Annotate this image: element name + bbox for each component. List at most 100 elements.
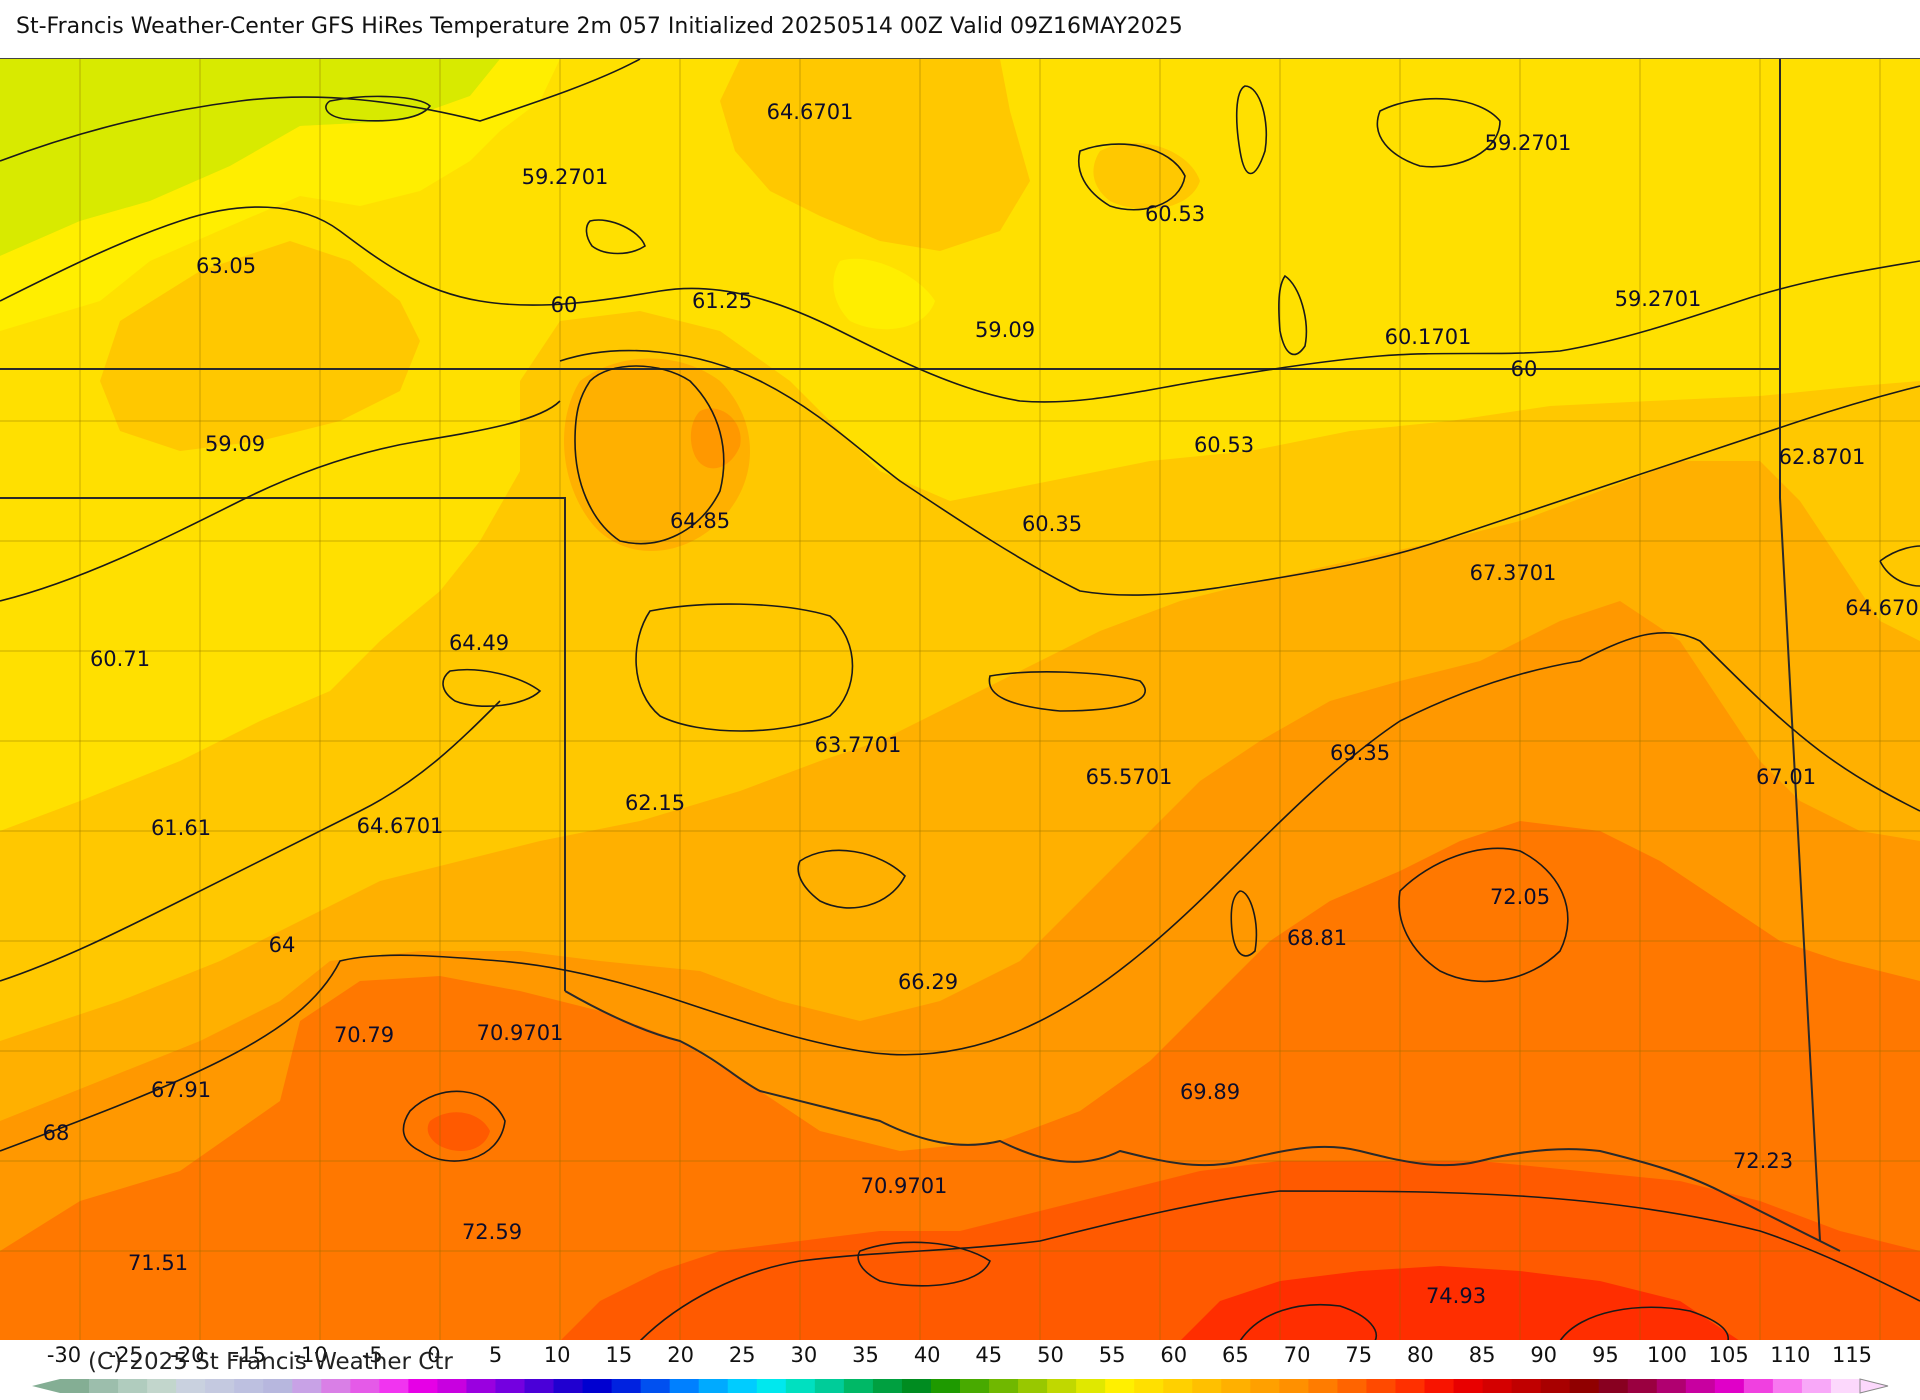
contour-label: 59.09 xyxy=(205,432,265,456)
legend-tick-label: 100 xyxy=(1646,1343,1688,1367)
legend-tick-label: 60 xyxy=(1160,1343,1188,1367)
contour-label: 60 xyxy=(551,293,578,317)
legend-tick-label: 20 xyxy=(667,1343,694,1367)
legend-swatch xyxy=(698,1379,729,1393)
legend-swatch xyxy=(843,1379,874,1393)
legend-tick-label: -15 xyxy=(231,1343,267,1367)
fill-band-gold-west xyxy=(100,241,420,451)
legend-swatch xyxy=(1627,1379,1658,1393)
legend-swatch xyxy=(1424,1379,1455,1393)
legend-swatch xyxy=(1337,1379,1367,1393)
legend-swatch xyxy=(1830,1379,1861,1393)
contour-label: 67.3701 xyxy=(1470,561,1557,585)
legend-swatch xyxy=(1714,1379,1745,1393)
legend-swatch xyxy=(1511,1379,1542,1393)
legend-swatch xyxy=(930,1379,961,1393)
contour-label: 62.8701 xyxy=(1779,445,1866,469)
legend-tick-label: 35 xyxy=(852,1343,879,1367)
temperature-map[interactable]: 64.6701 59.2701 59.2701 60.53 63.05 60 61.25 59… xyxy=(0,58,1920,1341)
legend-swatch xyxy=(176,1379,206,1393)
contour-label: 59.2701 xyxy=(522,165,609,189)
legend-arrow-left xyxy=(32,1379,60,1393)
legend-tick-label: -25 xyxy=(108,1343,143,1367)
legend-swatch xyxy=(611,1379,642,1393)
legend-swatch xyxy=(1743,1379,1774,1393)
contour-label: 71.51 xyxy=(128,1251,188,1275)
legend-tick-label: 0 xyxy=(427,1343,441,1367)
legend-tick-label: 85 xyxy=(1468,1343,1496,1367)
legend-swatch xyxy=(379,1379,409,1393)
contour-label: 64.6701 xyxy=(767,100,854,124)
legend-swatch xyxy=(89,1379,119,1393)
legend-swatch xyxy=(1308,1379,1338,1393)
legend-swatch xyxy=(1395,1379,1426,1393)
contour-label: 72.05 xyxy=(1490,885,1550,909)
legend-swatch xyxy=(872,1379,903,1393)
legend-swatch xyxy=(640,1379,671,1393)
contour-label: 66.29 xyxy=(898,970,958,994)
color-scale-legend: -30 -25 -20 -15 -10 -5 0 5 10 15 20 25 30 35 40 45 50 55 6… xyxy=(0,1340,1920,1400)
contour-label: 60.35 xyxy=(1022,512,1082,536)
contour-label: 59.09 xyxy=(975,318,1035,342)
legend-swatch xyxy=(1221,1379,1251,1393)
state-borders xyxy=(0,59,1841,1252)
contour-label: 69.89 xyxy=(1180,1080,1240,1104)
legend-tick-label: -5 xyxy=(361,1343,383,1367)
legend-swatch xyxy=(263,1379,293,1393)
isotherm-contours xyxy=(0,59,1920,1341)
legend-tick-label: 40 xyxy=(913,1343,941,1367)
contour-label: 68 xyxy=(43,1121,70,1145)
legend-swatch xyxy=(495,1379,526,1393)
legend-tick-label: 70 xyxy=(1283,1343,1311,1367)
legend-tick-label: 5 xyxy=(488,1343,503,1367)
legend-swatch xyxy=(1279,1379,1309,1393)
legend-swatch xyxy=(1482,1379,1513,1393)
contour-label: 63.7701 xyxy=(815,733,902,757)
legend-tick-label: 75 xyxy=(1345,1343,1373,1367)
contour-label: 60.53 xyxy=(1145,202,1205,226)
legend-swatch xyxy=(1163,1379,1193,1393)
fill-band-light-orange-north xyxy=(563,358,750,551)
legend-swatch xyxy=(437,1379,467,1393)
legend-tick-label: -20 xyxy=(170,1343,205,1367)
legend-swatch xyxy=(1250,1379,1280,1393)
legend-tick-label: 65 xyxy=(1222,1343,1249,1367)
contour-label: 68.81 xyxy=(1287,926,1347,950)
legend-arrow-right xyxy=(1859,1378,1889,1394)
legend-tick-label: 10 xyxy=(543,1343,571,1367)
legend-swatch xyxy=(1801,1379,1832,1393)
contour-label: 59.2701 xyxy=(1615,287,1702,311)
legend-tick-label: 110 xyxy=(1770,1343,1811,1367)
legend-swatch xyxy=(1105,1379,1135,1393)
contour-label: 61.61 xyxy=(151,816,211,840)
legend-swatch xyxy=(205,1379,235,1393)
contour-label: 72.23 xyxy=(1733,1149,1793,1173)
legend-swatch xyxy=(60,1379,90,1393)
legend-tick-label: 30 xyxy=(790,1343,818,1367)
contour-labels: 64.6701 59.2701 59.2701 60.53 63.05 60 61.25 59… xyxy=(43,100,1919,1308)
legend-tick-label: 115 xyxy=(1831,1343,1873,1367)
legend-swatch xyxy=(350,1379,380,1393)
legend-swatch xyxy=(960,1379,990,1393)
legend-swatch xyxy=(669,1379,700,1393)
legend-swatch xyxy=(1134,1379,1164,1393)
contour-label: 64.85 xyxy=(670,509,730,533)
contour-label: 65.5701 xyxy=(1086,765,1173,789)
contour-label: 67.91 xyxy=(151,1078,211,1102)
fill-band-yellow-bright xyxy=(0,59,560,331)
legend-tick-label: 50 xyxy=(1037,1343,1064,1367)
legend-tick-label: 90 xyxy=(1530,1343,1558,1367)
contour-label: 60 xyxy=(1511,357,1538,381)
legend-swatch xyxy=(727,1379,758,1393)
legend-tick-label: 95 xyxy=(1592,1343,1619,1367)
contour-label: 72.59 xyxy=(462,1220,522,1244)
contour-label: 74.93 xyxy=(1426,1284,1486,1308)
contour-label: 64.670 xyxy=(1845,596,1918,620)
legend-swatch xyxy=(1569,1379,1600,1393)
contour-label: 61.25 xyxy=(692,289,752,313)
contour-label: 63.05 xyxy=(196,254,256,278)
contour-label: 70.9701 xyxy=(477,1021,564,1045)
legend-swatch xyxy=(321,1379,351,1393)
copyright-notice: (C) 2025 St Francis Weather Ctr xyxy=(88,1349,453,1375)
fill-band-gold-north xyxy=(720,59,1030,251)
